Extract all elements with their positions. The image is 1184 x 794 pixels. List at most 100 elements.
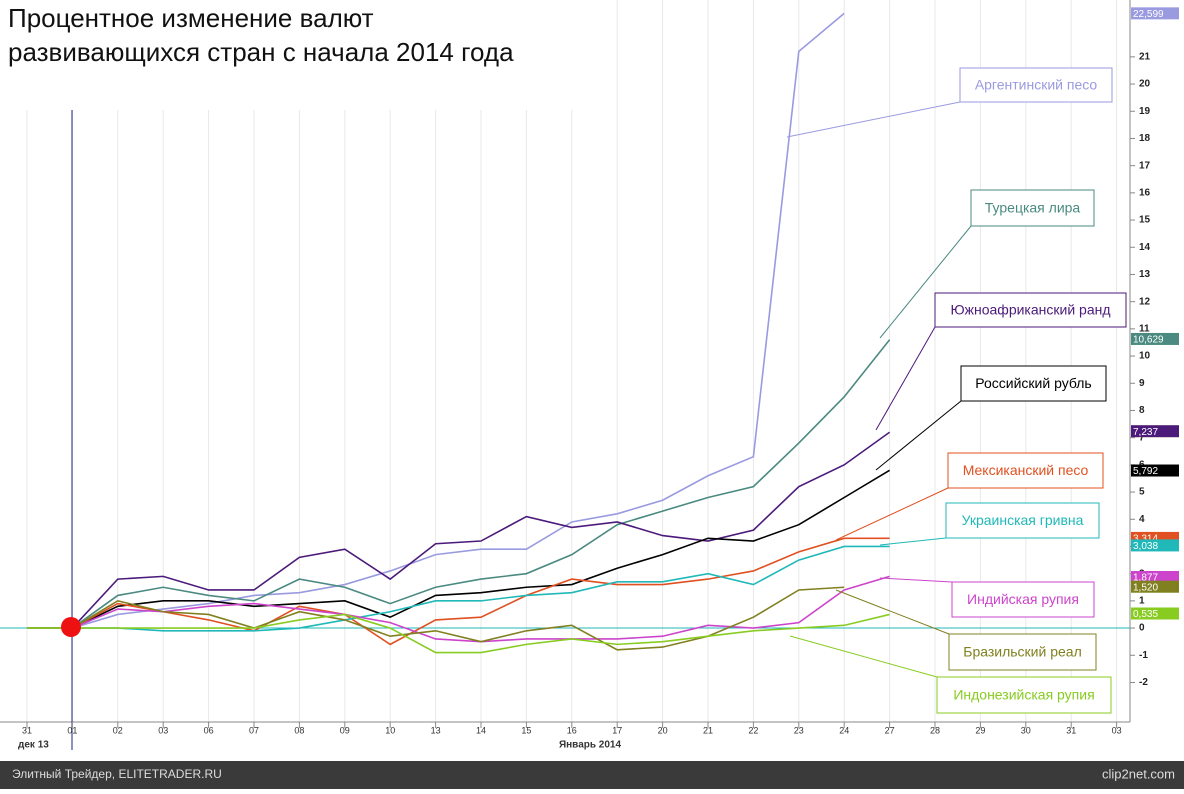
legend-label: Бразильский реал: [963, 644, 1082, 660]
x-tick-label: 03: [158, 725, 168, 735]
x-tick-label: 29: [975, 725, 985, 735]
series-line: [27, 339, 891, 629]
series-line: [27, 545, 890, 632]
legend-box: [960, 365, 1107, 402]
end-tag-label: 7,237: [1133, 427, 1158, 438]
end-tag-label: 1,520: [1133, 582, 1158, 593]
footer-bar: [0, 761, 1184, 789]
legend-box: [936, 676, 1112, 714]
x-tick-label: 08: [294, 725, 304, 735]
series-line: [27, 613, 890, 654]
leader-line: [879, 537, 947, 546]
series-line: [27, 575, 890, 643]
legend-box: [970, 189, 1095, 227]
legend-box: [934, 292, 1127, 328]
leader-line: [879, 577, 953, 583]
chart-title: развивающихся стран с начала 2014 года: [8, 37, 514, 67]
series-line: [27, 469, 891, 629]
y-tick-label: 5: [1139, 487, 1145, 498]
legend-label: Индийская рупия: [967, 591, 1079, 607]
y-tick-label: 0: [1139, 623, 1145, 634]
y-tick-label: 19: [1139, 106, 1151, 117]
x-tick-label: 17: [612, 725, 622, 735]
x-tick-label: 03: [1112, 725, 1122, 735]
y-tick-label: 8: [1139, 405, 1145, 416]
x-tick-label: 20: [658, 725, 668, 735]
y-tick-label: 12: [1139, 296, 1151, 307]
x-tick-label: 28: [930, 725, 940, 735]
legend-label: Аргентинский песо: [975, 77, 1098, 93]
y-tick-label: 21: [1139, 51, 1151, 62]
y-tick-label: 15: [1139, 215, 1151, 226]
leader-line: [835, 487, 949, 541]
vgrid: [26, 0, 1118, 722]
legend-label: Индонезийская рупия: [953, 687, 1094, 703]
x-tick-label: 14: [476, 725, 486, 735]
y-tick-label: 4: [1139, 514, 1145, 525]
x-tick-label: 31: [22, 725, 32, 735]
leader-line: [875, 326, 936, 431]
y-tick-label: 13: [1139, 269, 1151, 280]
leader-line: [786, 101, 961, 138]
y-tick-label: 9: [1139, 378, 1145, 389]
end-tag-label: 3,038: [1133, 541, 1158, 552]
series-line: [27, 537, 890, 646]
series-line: [27, 431, 891, 629]
leader-line: [875, 400, 962, 471]
x-tick-label: 01: [67, 725, 77, 735]
leader-line: [789, 635, 938, 678]
series-line: [27, 12, 845, 629]
y-tick-label: 11: [1139, 323, 1150, 334]
legend-label: Мексиканский песо: [963, 462, 1089, 478]
end-tag-label: 3,314: [1133, 534, 1158, 545]
legend-label: Южноафриканский ранд: [950, 302, 1110, 318]
y-tick-label: 1: [1139, 596, 1145, 607]
y-tick-label: 16: [1139, 187, 1151, 198]
end-tag-label: 1,877: [1133, 573, 1158, 584]
end-tag: [1131, 332, 1179, 345]
y-tick-label: 10: [1139, 351, 1151, 362]
y-tick-label: -1: [1139, 650, 1148, 661]
x-tick-label: 15: [521, 725, 531, 735]
end-tag: [1131, 464, 1179, 477]
legend-label: Российский рубль: [975, 375, 1091, 391]
legend-box: [947, 452, 1104, 489]
start-dot: [61, 617, 81, 637]
y-tick-label: 7: [1139, 432, 1145, 443]
x-tick-label: 24: [839, 725, 849, 735]
leader-line: [879, 225, 972, 339]
x-tick-label: 10: [385, 725, 395, 735]
legend-box: [945, 502, 1100, 539]
x-group-label: Январь 2014: [559, 740, 622, 751]
x-tick-label: 07: [249, 725, 259, 735]
footer-left: Элитный Трейдер, ELITETRADER.RU: [12, 767, 222, 781]
y-tick-label: 17: [1139, 160, 1151, 171]
end-tag: [1131, 539, 1179, 552]
x-tick-label: 02: [113, 725, 123, 735]
footer-right: clip2net.com: [1102, 766, 1175, 781]
chart-title: Процентное изменение валют: [8, 3, 374, 33]
end-tag-label: 5,792: [1133, 466, 1158, 477]
title-bg: [0, 0, 590, 110]
x-tick-label: 23: [794, 725, 804, 735]
legend-box: [959, 67, 1113, 103]
end-tag-label: 22,599: [1133, 9, 1164, 20]
x-group-label: дек 13: [18, 740, 49, 751]
x-tick-label: 27: [885, 725, 895, 735]
end-tag: [1131, 571, 1179, 584]
x-tick-label: 30: [1021, 725, 1031, 735]
end-tag: [1131, 607, 1179, 620]
end-tag: [1131, 7, 1179, 20]
end-tag-label: 10,629: [1133, 335, 1164, 346]
end-tag: [1131, 580, 1179, 593]
x-tick-label: 09: [340, 725, 350, 735]
legend-label: Турецкая лира: [985, 200, 1081, 216]
legend-box: [948, 633, 1097, 671]
x-tick-label: 22: [748, 725, 758, 735]
x-tick-label: 31: [1066, 725, 1076, 735]
end-tag-label: 0,535: [1133, 609, 1158, 620]
y-tick-label: 18: [1139, 133, 1151, 144]
legend-box: [951, 581, 1095, 618]
x-tick-label: 21: [703, 725, 713, 735]
y-tick-label: 14: [1139, 242, 1151, 253]
